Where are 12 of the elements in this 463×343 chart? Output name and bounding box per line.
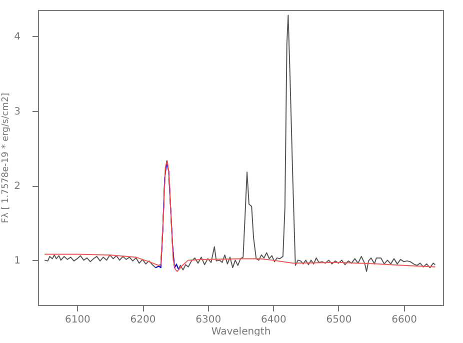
line-series [44, 160, 436, 272]
y-tick-label: 4 [14, 32, 20, 43]
y-axis-title: Fλ [ 1.7578e-19 * erg/s/cm2] [1, 92, 12, 224]
y-tick-label: 1 [14, 256, 20, 267]
x-tick-label: 6500 [326, 314, 352, 326]
x-tick-label: 6600 [392, 314, 418, 326]
x-tick-label: 6300 [196, 314, 222, 326]
y-tick-label: 2 [14, 181, 20, 192]
x-tick-label: 6200 [130, 314, 156, 326]
x-tick-label: 6400 [260, 314, 286, 326]
x-tick-label: 6100 [64, 314, 90, 326]
y-tick-label: 3 [14, 106, 20, 118]
